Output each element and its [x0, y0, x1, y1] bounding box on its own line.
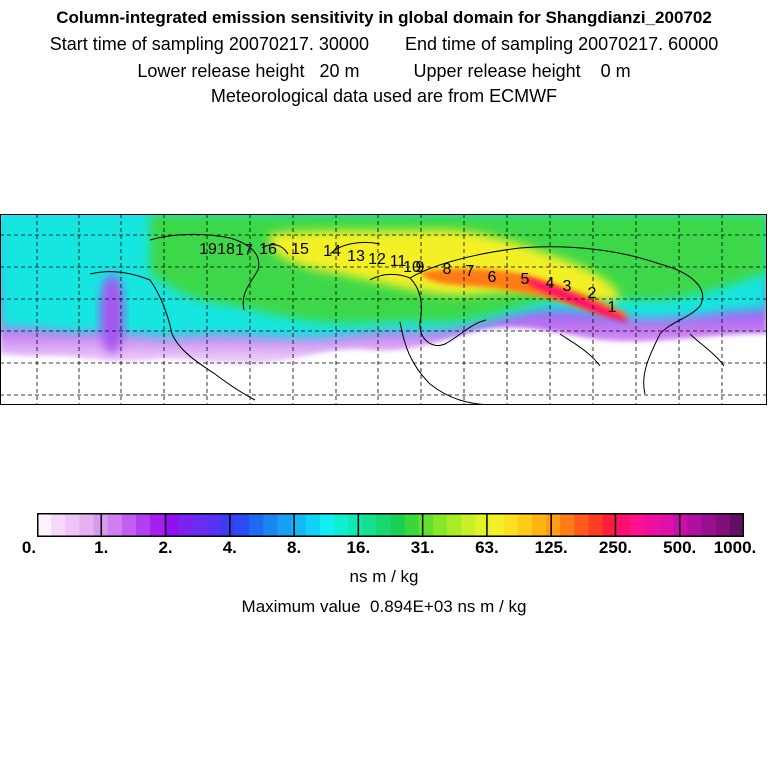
colorbar-swatch: [249, 513, 264, 537]
sensitivity-plume: [420, 268, 630, 319]
colorbar-tick-label: 31.: [410, 538, 435, 557]
colorbar-swatch: [164, 513, 179, 537]
colorbar-swatch: [517, 513, 533, 537]
colorbar-swatch: [475, 513, 491, 537]
colorbar-swatch: [461, 513, 476, 537]
colorbar-tick-label: 1.: [94, 538, 109, 557]
trajectory-label: 19: [199, 241, 217, 258]
colorbar-swatch: [588, 513, 604, 537]
colorbar-tick-label: 500.: [663, 538, 697, 557]
colorbar-swatch: [107, 513, 123, 537]
colorbar-tick-label: 16.: [346, 538, 371, 557]
colorbar-swatch: [729, 513, 744, 537]
colorbar-swatch: [673, 513, 689, 537]
colorbar-swatch: [418, 513, 434, 537]
colorbar-swatch: [65, 513, 81, 537]
lower-release-label: Lower release height 20 m: [137, 61, 360, 81]
trajectory-label: 9: [416, 259, 425, 276]
colorbar-swatch: [616, 513, 632, 537]
colorbar-swatch: [319, 513, 335, 537]
colorbar-swatch: [574, 513, 590, 537]
colorbar-swatch: [376, 513, 392, 537]
colorbar-swatch: [291, 513, 307, 537]
colorbar-tick-label: 4.: [222, 538, 237, 557]
colorbar-swatch: [206, 513, 222, 537]
trajectory-label: 16: [259, 241, 277, 258]
colorbar-swatch: [51, 513, 66, 537]
plot-title: Column-integrated emission sensitivity i…: [56, 8, 712, 27]
colorbar-swatch: [79, 513, 95, 537]
colorbar-tick-label: 8.: [286, 538, 302, 557]
graticule: [0, 214, 767, 405]
colorbar-tick-label: 0.: [21, 538, 37, 557]
colorbar-swatch: [531, 513, 547, 537]
colorbar-swatch: [503, 513, 519, 537]
trajectory-label: 10: [403, 259, 421, 276]
colorbar-swatch: [659, 513, 674, 537]
colorbar-swatch: [150, 513, 165, 537]
trajectory-label: 2: [588, 285, 597, 302]
colorbar-tick-label: 2.: [158, 538, 173, 557]
colorbar-swatch: [192, 513, 208, 537]
trajectory-label: 8: [443, 261, 452, 278]
colorbar-swatch: [602, 513, 618, 537]
release-heights: Lower release height 20 m Upper release …: [0, 61, 768, 81]
trajectory-label: 1: [608, 299, 617, 316]
colorbar-swatch: [220, 513, 236, 537]
colorbar-swatch: [687, 513, 703, 537]
colorbar-tick-label: 63.: [475, 538, 499, 557]
colorbar-swatch: [404, 513, 420, 537]
trajectory-label: 13: [347, 248, 365, 265]
colorbar-swatch: [277, 513, 293, 537]
colorbar-swatch: [348, 513, 363, 537]
trajectory-label: 3: [563, 278, 572, 295]
colorbar-swatch: [630, 513, 646, 537]
trajectory-label: 11: [390, 253, 407, 270]
maximum-value-label: Maximum value 0.894E+03 ns m / kg: [241, 597, 527, 616]
coastlines: [89, 233, 725, 405]
trajectory-label: 12: [368, 251, 386, 268]
colorbar-swatch: [560, 513, 575, 537]
met-data-label: Meteorological data used are from ECMWF: [210, 86, 558, 106]
colorbar-swatch: [432, 513, 448, 537]
colorbar-swatch: [546, 513, 561, 537]
map-frame: [0, 214, 767, 405]
colorbar-unit: ns m / kg: [349, 567, 419, 586]
colorbar-swatch: [645, 513, 660, 537]
colorbar-swatch: [701, 513, 717, 537]
trajectory-label: 7: [466, 263, 475, 280]
colorbar-swatch: [489, 513, 505, 537]
end-time-label: End time of sampling 20070217. 60000: [405, 34, 719, 54]
colorbar-swatch: [234, 513, 250, 537]
colorbar-tick-label: 1000.: [713, 538, 757, 557]
colorbar-swatch: [447, 513, 462, 537]
start-time-label: Start time of sampling 20070217. 30000: [49, 34, 369, 54]
colorbar-swatch: [37, 513, 52, 537]
colorbar-tick-label: 125.: [534, 538, 568, 557]
trajectory-label: 14: [323, 243, 341, 260]
colorbar-swatch: [333, 513, 349, 537]
upper-release-label: Upper release height 0 m: [413, 61, 631, 81]
trajectory-label: 4: [546, 275, 555, 292]
colorbar-tick-label: 250.: [598, 538, 632, 557]
colorbar-swatch: [305, 513, 321, 537]
sampling-times: Start time of sampling 20070217. 30000 E…: [0, 34, 768, 54]
colorbar-swatch: [362, 513, 377, 537]
trajectory-label: 17: [235, 242, 253, 259]
sensitivity-pacific-patch: [100, 274, 124, 354]
colorbar-swatch: [178, 513, 194, 537]
trajectory-label: 6: [488, 269, 497, 286]
colorbar-swatch: [135, 513, 151, 537]
trajectory-label: 5: [521, 271, 530, 288]
colorbar-frame: [37, 513, 744, 537]
colorbar-swatch: [390, 513, 406, 537]
trajectory-label: 18: [217, 241, 235, 258]
colorbar-swatch: [715, 513, 731, 537]
colorbar-swatch: [263, 513, 278, 537]
colorbar: [37, 513, 744, 537]
colorbar-swatch: [121, 513, 137, 537]
trajectory-label: 15: [291, 241, 309, 258]
